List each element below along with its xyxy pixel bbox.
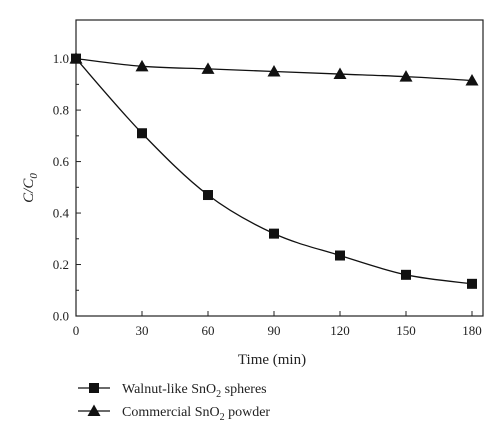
legend-label: Walnut-like SnO2 spheres xyxy=(122,382,267,400)
x-tick-label: 90 xyxy=(268,323,281,338)
plot-area-frame xyxy=(75,19,484,317)
series-commercial-sno2-powder xyxy=(69,52,479,86)
series-walnut-like-sno2-spheres xyxy=(71,53,477,289)
chart-legend: Walnut-like SnO2 spheres Commercial SnO2 … xyxy=(78,382,270,423)
x-tick-label: 60 xyxy=(202,323,215,338)
x-axis-title: Time (min) xyxy=(238,352,306,368)
x-tick-label: 180 xyxy=(462,323,482,338)
x-tick-label: 120 xyxy=(330,323,350,338)
y-axis-title: C/C0 xyxy=(21,173,40,203)
data-point xyxy=(267,64,281,77)
y-axis-title-main: C/C xyxy=(21,178,37,203)
data-point xyxy=(465,73,479,86)
y-tick-label: 0.8 xyxy=(53,103,69,118)
data-point xyxy=(135,59,149,72)
data-point xyxy=(69,52,83,64)
x-tick-label: 0 xyxy=(73,323,80,338)
y-tick-label: 0.6 xyxy=(53,154,70,169)
y-axis-title-sub: 0 xyxy=(28,173,40,179)
legend-marker xyxy=(89,383,99,393)
x-tick-label: 150 xyxy=(396,323,416,338)
legend-label: Commercial SnO2 powder xyxy=(122,405,270,423)
y-tick-label: 1.0 xyxy=(53,51,69,66)
data-point xyxy=(201,62,215,74)
series-line xyxy=(75,58,473,285)
data-point xyxy=(137,128,147,139)
data-point xyxy=(335,250,345,261)
legend-marker xyxy=(87,404,101,416)
x-tick-label: 30 xyxy=(136,323,149,338)
legend-item: Walnut-like SnO2 spheres xyxy=(78,382,267,400)
data-point xyxy=(203,190,213,201)
legend-item: Commercial SnO2 powder xyxy=(78,404,270,423)
y-tick-label: 0.4 xyxy=(53,206,70,221)
y-tick-label: 0.2 xyxy=(53,257,69,272)
data-point xyxy=(269,228,279,239)
data-point xyxy=(401,269,411,280)
data-point xyxy=(333,67,347,80)
data-point xyxy=(467,278,477,289)
data-point xyxy=(399,70,413,82)
y-tick-label: 0.0 xyxy=(53,309,69,324)
